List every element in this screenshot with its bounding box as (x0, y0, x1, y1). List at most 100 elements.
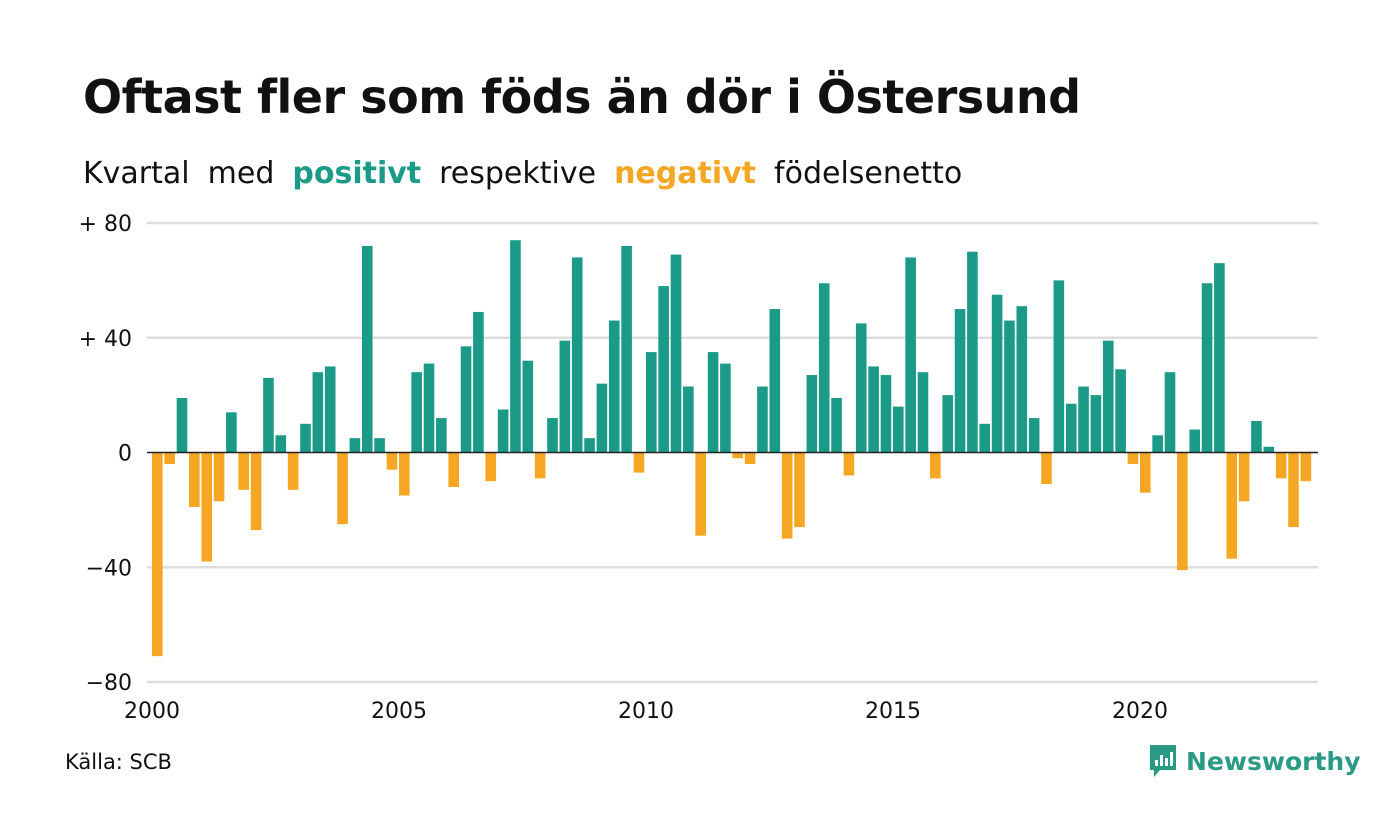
bar (386, 452, 398, 470)
bar (596, 383, 608, 453)
bar (300, 423, 311, 453)
bar (954, 309, 966, 453)
bar (1226, 452, 1238, 559)
bar (485, 452, 497, 482)
bar (374, 438, 385, 453)
x-tick-label: 2000 (124, 699, 180, 724)
bar (769, 309, 781, 453)
bar (448, 452, 459, 487)
bar (189, 452, 200, 508)
y-axis-labels: + 80 + 40 0 −40 −80 (79, 212, 132, 696)
bar (707, 352, 719, 453)
bar (670, 254, 682, 453)
bar (621, 245, 632, 453)
x-tick-label: 2020 (1112, 699, 1168, 724)
bar (164, 452, 175, 464)
bar (991, 294, 1003, 453)
bar (1065, 403, 1077, 453)
bar (683, 386, 694, 453)
bar (349, 438, 361, 453)
bar (818, 283, 830, 453)
y-tick-label: −80 (86, 671, 132, 696)
bar (917, 372, 929, 453)
bar (831, 397, 842, 453)
brand-name: Newsworthy (1186, 746, 1361, 776)
bar (1028, 418, 1040, 453)
x-tick-label: 2010 (618, 699, 674, 724)
bar (559, 340, 571, 453)
bar (1004, 320, 1015, 453)
bar (732, 452, 744, 459)
bar (757, 386, 768, 453)
bar (1127, 452, 1139, 464)
x-tick-label: 2015 (865, 699, 921, 724)
subtitle-word-respektive: respektive (439, 156, 597, 191)
bar (287, 452, 299, 490)
bar (213, 452, 225, 502)
source-credit: Källa: SCB (65, 750, 172, 774)
bar (522, 360, 534, 453)
bar (646, 352, 657, 453)
bar (720, 363, 731, 453)
bar (226, 412, 237, 453)
bar (275, 435, 287, 453)
bar (942, 395, 953, 453)
bar (250, 452, 262, 530)
subtitle-negative-label: negativt (614, 156, 757, 191)
bar (658, 286, 669, 453)
bar (201, 452, 212, 562)
bar (1177, 452, 1188, 571)
bar (547, 418, 558, 453)
bar (176, 397, 188, 453)
bar (238, 452, 250, 490)
bar (473, 311, 484, 453)
subtitle-word-med: med (207, 156, 275, 191)
subtitle-word-fodelsenetto: födelsenetto (774, 156, 963, 191)
y-tick-label: + 40 (79, 327, 132, 352)
bar (880, 375, 892, 453)
bar (423, 363, 435, 453)
bar (1016, 306, 1028, 453)
bar (967, 251, 978, 453)
bar (497, 409, 509, 453)
bar (1102, 340, 1114, 453)
bar (1251, 420, 1262, 453)
bar (436, 418, 447, 453)
bar (571, 257, 583, 453)
newsworthy-logo-icon (1150, 745, 1176, 777)
bar (893, 406, 904, 453)
gridlines (147, 221, 1318, 684)
bar (460, 346, 472, 453)
bar (843, 452, 855, 476)
bar (855, 323, 867, 453)
y-tick-label: −40 (86, 556, 132, 581)
subtitle-positive-label: positivt (292, 156, 422, 191)
bar (1275, 452, 1287, 479)
bar (905, 257, 916, 453)
bar (1238, 452, 1250, 502)
bar (1078, 386, 1089, 453)
bar (868, 366, 879, 453)
bar (1053, 280, 1065, 453)
y-tick-label: + 80 (79, 212, 132, 237)
bar (1201, 283, 1213, 453)
bar (534, 452, 546, 479)
bar (411, 372, 422, 453)
bar (1140, 452, 1151, 493)
bar (324, 366, 336, 453)
bar (584, 438, 595, 453)
bar (1189, 429, 1200, 453)
x-axis-labels: 2000 2005 2010 2015 2020 (124, 699, 1168, 724)
bar (930, 452, 941, 479)
bar (361, 245, 373, 453)
bar (979, 423, 991, 453)
bar (1300, 452, 1312, 482)
brand-logo: Newsworthy (1148, 743, 1361, 779)
bar (794, 452, 805, 528)
bar (1090, 395, 1102, 453)
bar (1115, 369, 1126, 453)
bar (806, 375, 818, 453)
bar (781, 452, 793, 539)
bars (152, 240, 1312, 657)
